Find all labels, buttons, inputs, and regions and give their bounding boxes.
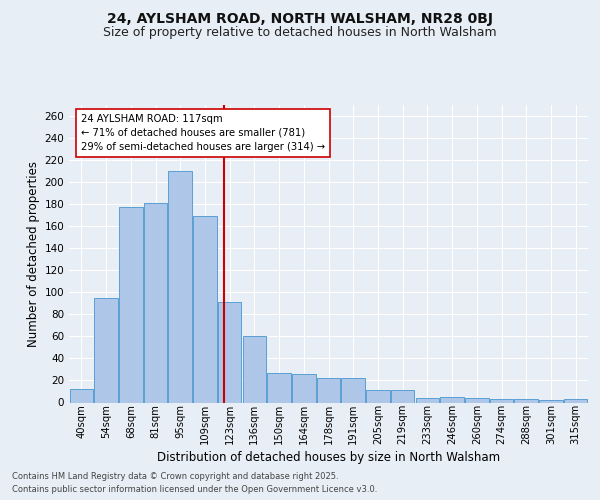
Y-axis label: Number of detached properties: Number of detached properties (27, 161, 40, 347)
Text: Size of property relative to detached houses in North Walsham: Size of property relative to detached ho… (103, 26, 497, 39)
Bar (465, 398, 488, 402)
Bar (366, 390, 389, 402)
Bar (193, 216, 217, 402)
Bar (70, 390, 93, 402)
Text: Contains HM Land Registry data © Crown copyright and database right 2025.: Contains HM Land Registry data © Crown c… (12, 472, 338, 481)
Bar (94, 298, 118, 403)
Bar (144, 203, 167, 402)
Bar (341, 378, 365, 402)
Bar (539, 400, 563, 402)
Bar (268, 373, 291, 402)
Bar (169, 171, 192, 402)
Bar (119, 208, 143, 402)
Text: 24 AYLSHAM ROAD: 117sqm
← 71% of detached houses are smaller (781)
29% of semi-d: 24 AYLSHAM ROAD: 117sqm ← 71% of detache… (82, 114, 325, 152)
Bar (416, 398, 439, 402)
Bar (440, 397, 464, 402)
Bar (391, 390, 415, 402)
Bar (564, 399, 587, 402)
Bar (514, 399, 538, 402)
Bar (490, 399, 513, 402)
Bar (242, 336, 266, 402)
Text: Contains public sector information licensed under the Open Government Licence v3: Contains public sector information licen… (12, 485, 377, 494)
Bar (317, 378, 340, 402)
Bar (218, 302, 241, 402)
Text: 24, AYLSHAM ROAD, NORTH WALSHAM, NR28 0BJ: 24, AYLSHAM ROAD, NORTH WALSHAM, NR28 0B… (107, 12, 493, 26)
Bar (292, 374, 316, 402)
X-axis label: Distribution of detached houses by size in North Walsham: Distribution of detached houses by size … (157, 451, 500, 464)
